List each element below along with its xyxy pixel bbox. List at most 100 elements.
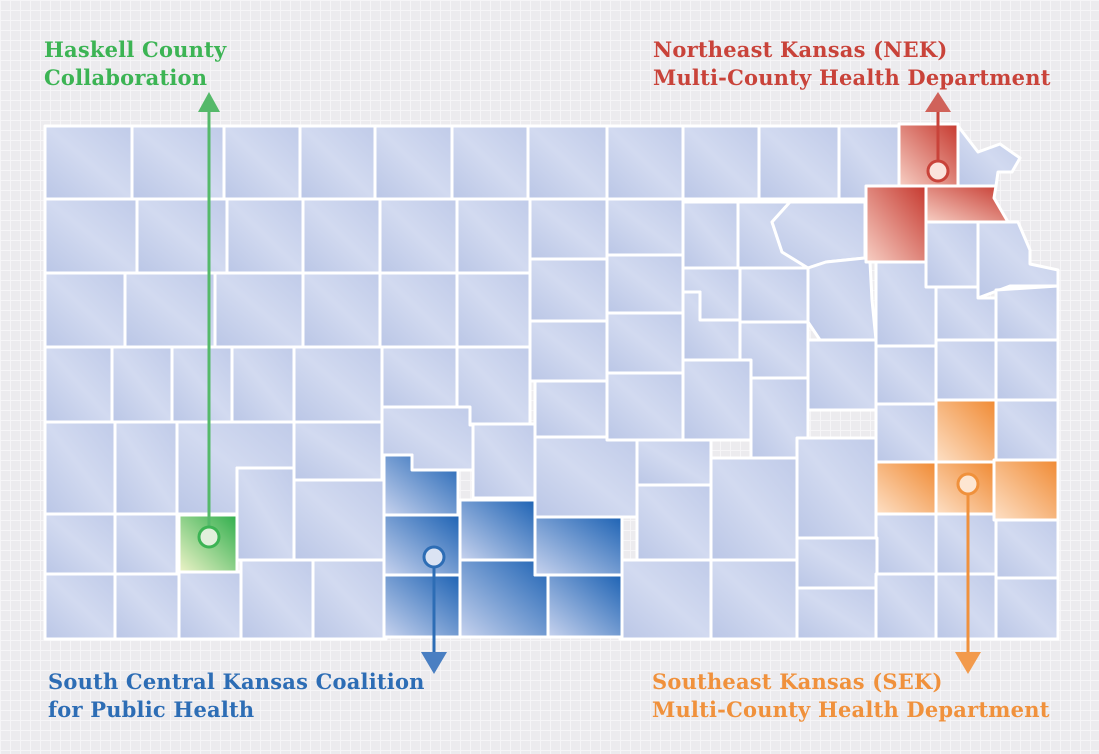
county bbox=[298, 124, 377, 201]
county bbox=[292, 420, 384, 482]
county bbox=[43, 197, 139, 275]
circle-pin-icon bbox=[422, 545, 446, 569]
county bbox=[994, 518, 1060, 580]
county bbox=[934, 572, 998, 641]
county-sck-highlight bbox=[546, 573, 624, 639]
county bbox=[533, 435, 639, 519]
county bbox=[43, 512, 117, 576]
county bbox=[533, 379, 609, 439]
county bbox=[874, 344, 938, 406]
county bbox=[43, 572, 117, 641]
county bbox=[795, 436, 879, 540]
county bbox=[635, 483, 713, 562]
label-nek-line1: Northeast Kansas (NEK) bbox=[653, 37, 948, 62]
county bbox=[455, 197, 532, 275]
county bbox=[311, 558, 388, 641]
county bbox=[43, 345, 114, 424]
county-sek-highlight bbox=[934, 398, 998, 464]
county bbox=[471, 422, 537, 500]
county bbox=[709, 456, 799, 562]
label-sck-line2: for Public Health bbox=[48, 697, 255, 722]
county bbox=[239, 558, 315, 641]
arrow-down-icon bbox=[421, 652, 447, 674]
county bbox=[292, 345, 384, 424]
label-nek-line2: Multi-County Health Department bbox=[653, 65, 1051, 90]
county bbox=[681, 124, 761, 201]
county bbox=[605, 311, 685, 375]
county bbox=[43, 420, 117, 516]
arrow-up-icon bbox=[198, 92, 220, 112]
label-sck-line1: South Central Kansas Coalition bbox=[48, 669, 425, 694]
label-nek: Northeast Kansas (NEK) Multi-County Heal… bbox=[653, 36, 1051, 92]
county bbox=[113, 420, 179, 516]
county bbox=[934, 338, 998, 402]
circle-pin-icon bbox=[197, 525, 221, 549]
county bbox=[605, 197, 685, 257]
county-grid bbox=[43, 124, 1060, 641]
label-sek-line1: Southeast Kansas (SEK) bbox=[652, 669, 943, 694]
label-sek: Southeast Kansas (SEK) Multi-County Heal… bbox=[652, 668, 1050, 724]
county-nek-highlight bbox=[924, 184, 1010, 224]
county bbox=[738, 266, 810, 324]
county bbox=[605, 124, 685, 201]
county bbox=[709, 558, 799, 641]
county bbox=[806, 338, 878, 412]
county bbox=[757, 124, 841, 201]
county bbox=[177, 570, 243, 641]
county bbox=[528, 319, 609, 383]
county bbox=[455, 271, 532, 349]
label-sck: South Central Kansas Coalition for Publi… bbox=[48, 668, 425, 724]
sek-pointer bbox=[955, 472, 981, 674]
county-sck-highlight bbox=[533, 515, 624, 577]
county bbox=[956, 124, 1022, 188]
county bbox=[528, 257, 609, 323]
county bbox=[976, 220, 1060, 300]
county bbox=[526, 124, 609, 201]
county-sek-highlight bbox=[874, 460, 938, 516]
county bbox=[301, 197, 382, 275]
county-sck-highlight bbox=[382, 513, 462, 577]
county bbox=[528, 197, 609, 261]
county bbox=[635, 438, 713, 487]
county bbox=[874, 572, 938, 641]
county bbox=[123, 271, 217, 349]
county-sck-highlight bbox=[382, 573, 462, 639]
circle-pin-icon bbox=[926, 159, 950, 183]
county bbox=[135, 197, 229, 275]
county bbox=[605, 253, 685, 315]
county bbox=[994, 398, 1060, 462]
county bbox=[43, 271, 127, 349]
county bbox=[378, 271, 459, 349]
county bbox=[874, 260, 938, 348]
county bbox=[222, 124, 302, 201]
county bbox=[373, 124, 454, 201]
county bbox=[170, 345, 234, 424]
county bbox=[113, 512, 179, 576]
county-sck-highlight bbox=[458, 498, 537, 562]
county bbox=[213, 271, 305, 349]
circle-pin-icon bbox=[956, 472, 980, 496]
county bbox=[110, 345, 174, 424]
label-haskell: Haskell County Collaboration bbox=[44, 36, 226, 92]
label-sek-line2: Multi-County Health Department bbox=[652, 697, 1050, 722]
county bbox=[681, 200, 740, 270]
county-sek-highlight bbox=[992, 458, 1060, 522]
county bbox=[924, 220, 980, 289]
county-nek-highlight bbox=[864, 184, 928, 264]
haskell-pointer bbox=[197, 92, 221, 549]
county bbox=[378, 197, 459, 275]
county bbox=[994, 338, 1060, 402]
county bbox=[795, 536, 879, 590]
county bbox=[994, 284, 1060, 342]
county bbox=[806, 256, 878, 342]
county bbox=[43, 124, 134, 201]
label-haskell-line2: Collaboration bbox=[44, 65, 208, 90]
county bbox=[301, 271, 382, 349]
county bbox=[605, 371, 685, 442]
county bbox=[380, 345, 459, 409]
county bbox=[292, 478, 386, 562]
county bbox=[994, 576, 1060, 641]
county bbox=[874, 402, 938, 464]
county bbox=[874, 512, 938, 576]
